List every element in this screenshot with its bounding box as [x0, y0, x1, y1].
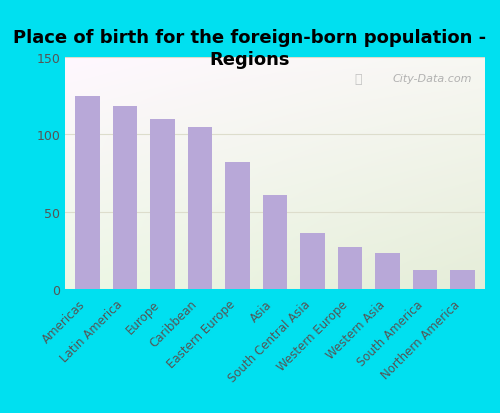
Bar: [226, 163, 250, 289]
Bar: [150, 119, 174, 289]
Bar: [76, 96, 100, 289]
Bar: [113, 107, 137, 289]
Text: Place of birth for the foreign-born population -
Regions: Place of birth for the foreign-born popu…: [14, 29, 486, 69]
Bar: [338, 247, 362, 289]
Bar: [263, 195, 287, 289]
Bar: [450, 271, 474, 289]
Text: ⌕: ⌕: [355, 73, 362, 86]
Bar: [188, 127, 212, 289]
Text: City-Data.com: City-Data.com: [393, 74, 472, 84]
Bar: [413, 271, 437, 289]
Bar: [300, 234, 324, 289]
Bar: [376, 254, 400, 289]
